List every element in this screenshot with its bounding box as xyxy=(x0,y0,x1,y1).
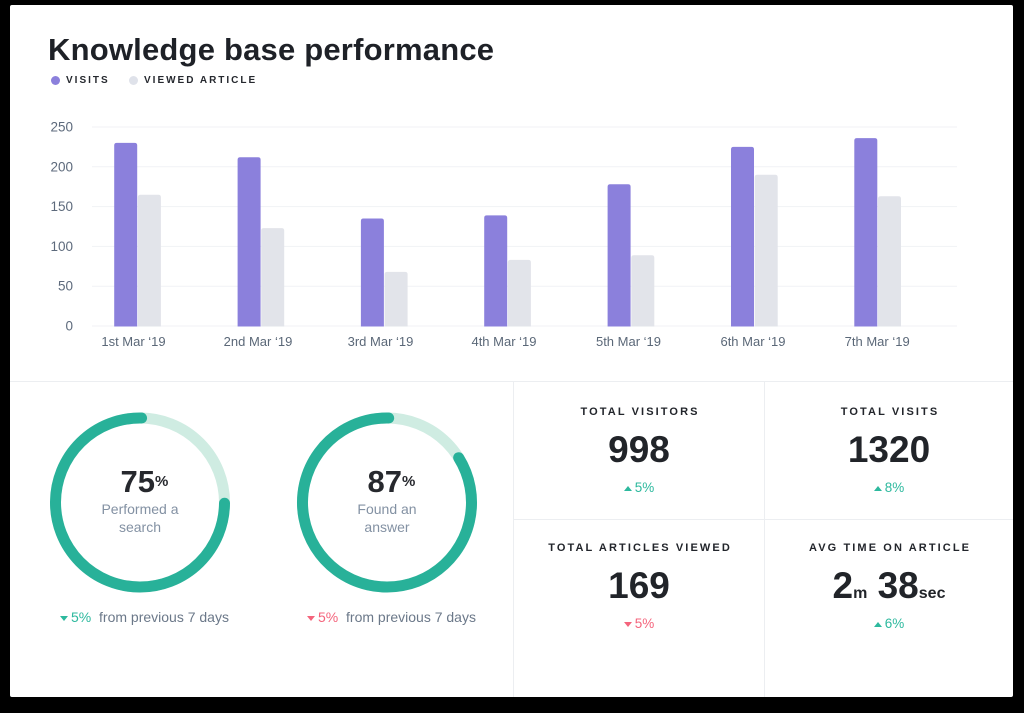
svg-text:250: 250 xyxy=(50,120,73,135)
svg-text:0: 0 xyxy=(65,319,73,334)
svg-text:50: 50 xyxy=(58,279,73,294)
svg-text:100: 100 xyxy=(50,239,73,254)
svg-text:200: 200 xyxy=(50,159,73,174)
svg-text:150: 150 xyxy=(50,199,73,214)
